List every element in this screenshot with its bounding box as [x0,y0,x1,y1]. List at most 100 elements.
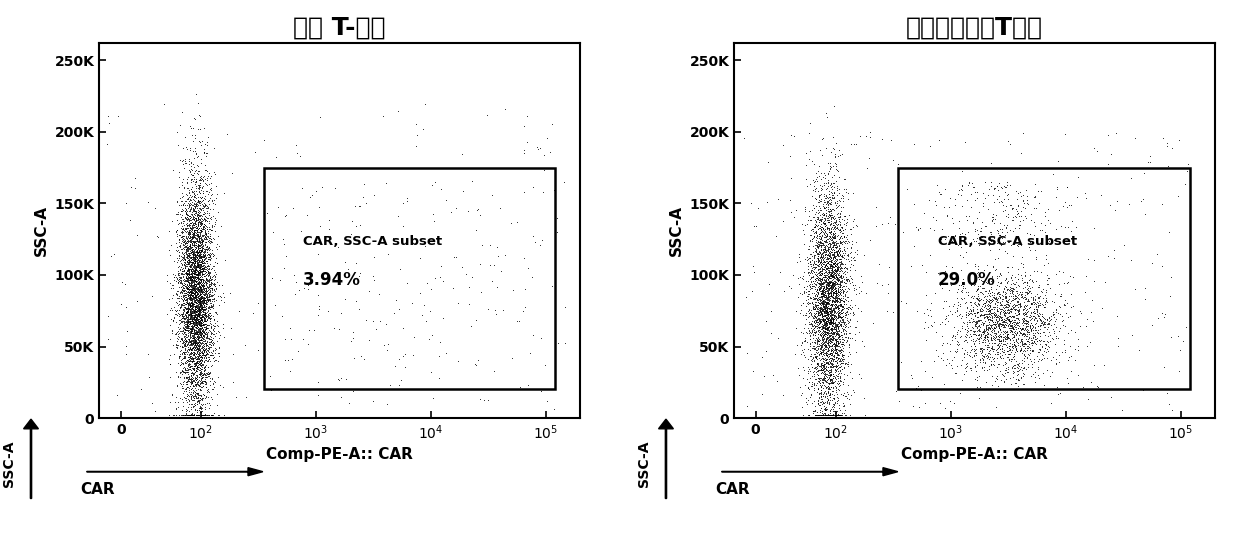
Point [1025,296,1045,304]
Point [811,314,831,323]
Point [195,245,215,254]
Point [176,296,196,304]
Point [169,235,188,243]
Point [182,358,202,367]
Point [443,284,463,293]
Point [186,374,206,383]
Point [994,290,1014,299]
Point [288,347,308,355]
Point [177,398,197,406]
Point [820,241,839,250]
Point [950,310,970,318]
Point [184,292,203,301]
Point [981,285,1001,293]
Point [187,270,207,279]
Point [187,338,207,346]
Point [921,299,941,307]
Point [811,329,831,338]
Point [808,307,828,316]
Point [196,309,216,318]
Point [821,283,841,292]
Point [825,411,844,420]
Point [1032,319,1052,327]
Point [811,205,831,214]
Point [950,302,970,311]
Point [192,289,212,297]
Point [188,317,208,325]
Point [833,269,853,278]
Point [967,302,987,310]
Point [184,333,203,342]
Point [838,303,858,311]
Point [1002,302,1022,310]
Point [1004,340,1024,348]
Point [983,212,1003,221]
Point [186,363,206,372]
Point [825,330,844,338]
Point [181,369,201,377]
Point [968,285,988,294]
Point [822,342,842,351]
Point [768,334,787,343]
Point [827,204,847,213]
Point [990,231,1009,240]
Point [193,318,213,327]
Point [196,220,216,229]
Point [957,215,977,224]
Point [815,229,835,238]
Point [1025,339,1045,348]
Point [182,257,202,266]
Point [198,370,218,379]
Point [982,297,1002,306]
Point [810,378,830,387]
Point [826,411,846,420]
Point [186,310,206,318]
Point [192,327,212,336]
Point [816,377,836,385]
Point [817,317,837,325]
Point [188,279,208,288]
Point [831,347,851,356]
Point [825,285,844,293]
Point [174,200,193,209]
Point [198,233,218,242]
Point [987,295,1007,303]
Point [169,254,188,262]
Point [170,352,190,361]
Point [830,272,849,281]
Point [857,163,877,172]
Point [190,175,210,184]
Point [185,314,205,323]
Point [1022,323,1042,332]
Point [990,309,1009,317]
Point [180,304,200,313]
Point [200,401,219,410]
Point [812,276,832,284]
Point [968,339,988,347]
Point [185,296,205,305]
Point [815,283,835,292]
Point [818,316,838,324]
Point [197,202,217,211]
Point [832,296,852,305]
Point [187,389,207,397]
Point [817,327,837,336]
Point [200,377,219,385]
Point [811,287,831,295]
Point [1061,217,1081,226]
Point [816,318,836,327]
Point [976,312,996,321]
Point [823,282,843,291]
Point [185,321,205,329]
Point [796,205,816,213]
Point [999,317,1019,326]
Point [813,390,833,399]
Point [967,324,987,332]
Point [831,267,851,276]
Point [177,299,197,307]
Point [171,358,191,367]
Point [966,287,986,295]
Point [1009,326,1029,335]
Point [191,354,211,363]
Point [449,357,469,366]
